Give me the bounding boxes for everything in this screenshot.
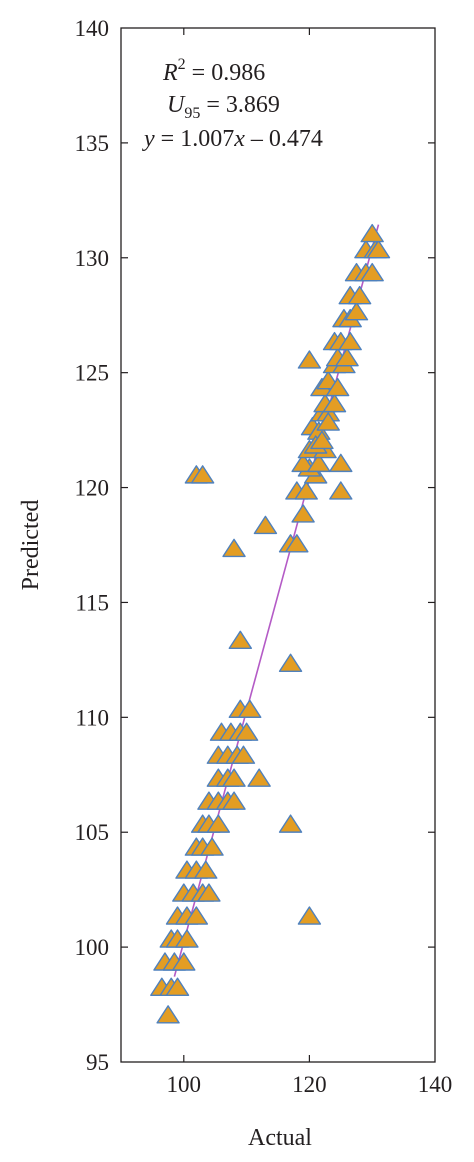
y-tick-label: 135	[75, 131, 110, 156]
y-tick-label: 95	[86, 1050, 109, 1075]
data-point	[222, 791, 246, 810]
data-point	[156, 1005, 180, 1024]
data-point	[329, 481, 353, 500]
y-tick-label: 110	[75, 705, 109, 730]
y-tick-label: 140	[75, 16, 110, 41]
data-point	[310, 430, 334, 450]
data-point	[197, 883, 221, 902]
points-layer	[150, 223, 391, 1024]
data-point	[335, 347, 359, 367]
data-point	[253, 515, 278, 535]
data-point	[338, 331, 362, 351]
data-point	[278, 814, 303, 833]
data-point	[206, 814, 231, 833]
y-tick-label: 130	[75, 246, 110, 271]
data-point	[231, 745, 256, 764]
data-point	[200, 837, 224, 856]
data-point	[278, 653, 303, 672]
data-point	[360, 223, 384, 243]
data-point	[234, 722, 259, 741]
y-tick-label: 100	[75, 935, 110, 960]
data-point	[184, 906, 209, 925]
x-tick-label: 120	[292, 1072, 327, 1097]
data-point	[285, 534, 309, 553]
data-point	[175, 929, 199, 948]
y-tick-label: 125	[75, 361, 110, 386]
data-point	[291, 504, 315, 523]
x-tick-label: 140	[418, 1072, 453, 1097]
y-axis-ticks: 95 100 105 110 115 120 125 130 135 140	[75, 16, 435, 1075]
y-axis-title: Predicted	[18, 500, 44, 591]
data-point	[344, 302, 369, 321]
x-tick-label: 100	[167, 1072, 202, 1097]
y-tick-label: 115	[75, 590, 109, 615]
data-point	[172, 952, 196, 971]
data-point	[329, 453, 353, 473]
data-point	[238, 699, 262, 718]
data-point	[297, 906, 322, 925]
data-point	[165, 977, 190, 996]
data-point	[222, 768, 246, 787]
data-point	[307, 453, 331, 473]
x-axis-ticks: 100 120 140	[167, 28, 453, 1097]
x-axis-title: Actual	[248, 1125, 312, 1151]
u95-annotation: U95 = 3.869	[167, 92, 280, 122]
data-point	[294, 481, 318, 500]
plot-frame	[120, 27, 436, 1063]
y-tick-label: 120	[75, 476, 110, 501]
data-point	[360, 262, 384, 282]
data-point	[222, 538, 246, 558]
data-point	[228, 630, 253, 650]
data-point	[347, 285, 372, 305]
data-point	[325, 377, 350, 397]
regression-equation: y = 1.007x – 0.474	[142, 126, 323, 152]
data-point	[297, 350, 322, 369]
data-point	[194, 860, 218, 879]
data-point	[366, 239, 391, 259]
data-point	[316, 412, 340, 431]
data-point	[247, 768, 271, 787]
r-squared-annotation: R2 = 0.986	[162, 56, 265, 86]
data-point	[291, 453, 315, 473]
data-point	[190, 465, 215, 484]
y-tick-label: 105	[75, 820, 110, 845]
data-point	[322, 393, 347, 413]
